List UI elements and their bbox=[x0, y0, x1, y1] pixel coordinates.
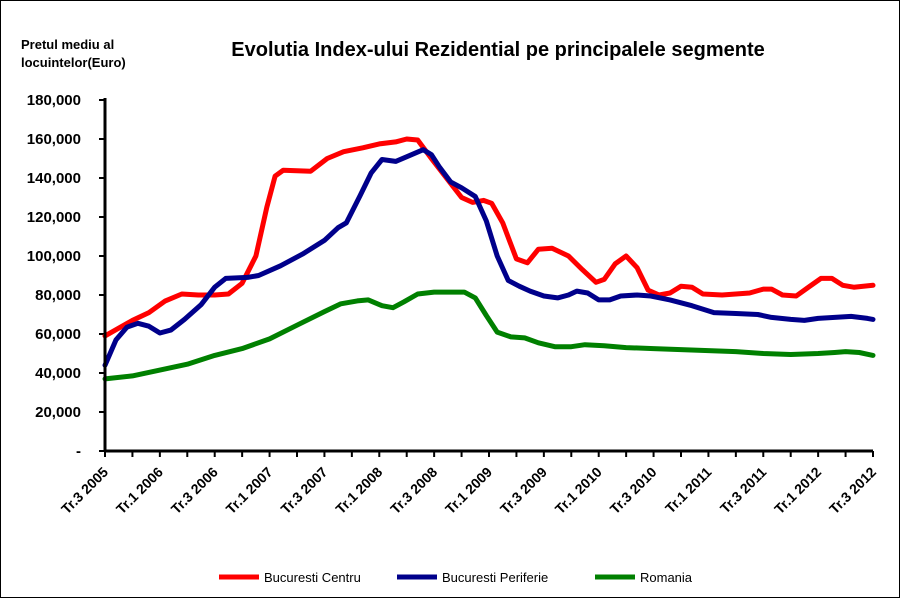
y-axis-label-line-2: locuintelor(Euro) bbox=[21, 55, 126, 70]
x-tick-label: Tr.3 2006 bbox=[168, 464, 221, 517]
y-tick-label: 40,000 bbox=[35, 365, 81, 382]
x-tick-label: Tr.1 2011 bbox=[662, 464, 715, 517]
x-tick-label: Tr.3 2012 bbox=[826, 464, 879, 517]
series-line-2 bbox=[102, 289, 876, 382]
x-tick-label: Tr.3 2008 bbox=[387, 464, 440, 517]
x-tick-label: Tr.3 2007 bbox=[277, 464, 330, 517]
y-tick-label: 20,000 bbox=[35, 404, 81, 421]
legend-label: Romania bbox=[640, 570, 693, 585]
x-tick-label: Tr.3 2005 bbox=[58, 464, 111, 517]
y-tick-label: 180,000 bbox=[27, 92, 81, 109]
y-tick-label: 100,000 bbox=[27, 248, 81, 265]
y-tick-label: 160,000 bbox=[27, 131, 81, 148]
series-lines bbox=[102, 136, 876, 382]
y-axis-ticks: - 20,000 40,000 60,000 80,000 100,000 120,000 1… bbox=[27, 92, 105, 460]
y-tick-label: 140,000 bbox=[27, 170, 81, 187]
x-tick-label: Tr.1 2007 bbox=[223, 464, 276, 517]
x-tick-label: Tr.3 2010 bbox=[607, 464, 660, 517]
chart-title: Evolutia Index-ului Rezidential pe princ… bbox=[231, 39, 764, 61]
y-tick-label: 60,000 bbox=[35, 326, 81, 343]
y-tick-label: - bbox=[76, 443, 81, 460]
x-tick-label: Tr.3 2011 bbox=[717, 464, 770, 517]
y-tick-label: 80,000 bbox=[35, 287, 81, 304]
x-tick-label: Tr.1 2006 bbox=[113, 464, 166, 517]
x-tick-label: Tr.1 2010 bbox=[552, 464, 605, 517]
series-line-0 bbox=[102, 136, 876, 339]
x-tick-label: Tr.1 2008 bbox=[332, 464, 385, 517]
y-tick-label: 120,000 bbox=[27, 209, 81, 226]
x-tick-label: Tr.1 2012 bbox=[771, 464, 824, 517]
x-tick-label: Tr.1 2009 bbox=[442, 464, 495, 517]
legend-label: Bucuresti Periferie bbox=[442, 570, 548, 585]
legend: Bucuresti Centru Bucuresti Periferie Roman… bbox=[219, 570, 693, 585]
x-tick-label: Tr.3 2009 bbox=[497, 464, 550, 517]
y-axis-label-line-1: Pretul mediu al bbox=[21, 37, 114, 52]
x-axis-ticks: Tr.3 2005 Tr.1 2006 Tr.3 2006 Tr.1 2007 Tr.3… bbox=[58, 451, 879, 517]
legend-label: Bucuresti Centru bbox=[264, 570, 361, 585]
series-line-1 bbox=[102, 147, 876, 368]
